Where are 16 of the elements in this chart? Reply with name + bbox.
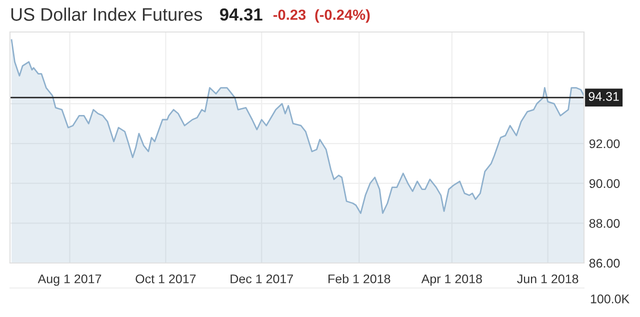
x-tick-label: Jun 1 2018 — [517, 274, 578, 284]
x-tick-label: Apr 1 2018 — [421, 274, 482, 286]
x-tick-label: Aug 1 2017 — [38, 274, 102, 286]
y-tick-label: 92.00 — [589, 139, 620, 148]
chart-subtitle: 94.31 — [220, 8, 262, 21]
x-tick-label: Oct 1 2017 — [136, 274, 196, 284]
ref-line-label: 94.31 — [588, 92, 619, 101]
y-tick-label: 88.00 — [589, 218, 620, 228]
y-tick-label: 90.00 — [589, 179, 620, 188]
y-tick-label: 86.00 — [589, 258, 620, 268]
text: -0.23 — [273, 10, 306, 20]
text: 100.0K — [590, 294, 630, 304]
x-tick-label: Feb 1 2018 — [328, 274, 390, 284]
text: (-0.24%) — [315, 9, 370, 23]
chart-title: US Dollar Index Futures — [11, 8, 202, 21]
x-tick-label: Dec 1 2017 — [230, 274, 293, 284]
